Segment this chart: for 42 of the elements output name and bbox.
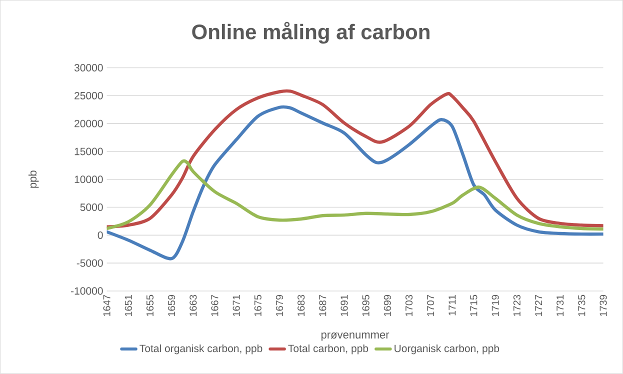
x-tick-label: 1667 <box>211 295 218 316</box>
x-tick-label: 1711 <box>448 295 456 316</box>
x-tick-label: 1671 <box>232 295 240 316</box>
legend-label: Total organisk carbon, ppb <box>140 344 262 354</box>
y-tick-label: 15000 <box>74 148 103 156</box>
y-tick-label: 0 <box>98 232 103 240</box>
x-tick-label: 1695 <box>362 295 370 316</box>
x-tick-label: 1651 <box>124 295 132 316</box>
x-tick-label: 1699 <box>384 295 391 316</box>
x-tick-label: 1703 <box>405 295 413 316</box>
x-tick-label: 1655 <box>146 295 154 316</box>
y-tick-label: -5000 <box>76 259 103 267</box>
y-tick-label: -10000 <box>71 287 103 295</box>
x-tick-label: 1647 <box>103 295 110 316</box>
y-tick-label: 5000 <box>80 204 103 212</box>
x-axis-title: prøvenummer <box>321 332 390 341</box>
line-series <box>106 106 604 260</box>
x-tick-label: 1687 <box>319 295 326 316</box>
y-tick-label: 25000 <box>74 92 103 100</box>
y-tick-label: 10000 <box>74 176 103 184</box>
x-tick-label: 1675 <box>254 295 262 316</box>
x-tick-label: 1731 <box>556 295 564 316</box>
legend-label: Total carbon, ppb <box>288 344 368 354</box>
x-tick-label: 1663 <box>190 295 197 316</box>
legend-label: Uorganisk carbon, ppb <box>394 344 500 354</box>
x-tick-label: 1735 <box>578 295 586 316</box>
x-tick-label: 1723 <box>513 295 520 316</box>
y-tick-label: 20000 <box>74 120 103 128</box>
line-series <box>106 90 604 229</box>
x-tick-label: 1719 <box>492 295 499 316</box>
x-tick-label: 1715 <box>470 295 478 316</box>
x-tick-label: 1683 <box>298 295 305 316</box>
y-axis-title: ppb <box>28 170 39 188</box>
x-tick-label: 1679 <box>276 295 284 316</box>
line-series <box>106 160 604 231</box>
x-tick-label: 1691 <box>340 295 348 316</box>
x-tick-label: 1727 <box>535 295 542 316</box>
y-tick-label: 30000 <box>74 64 103 72</box>
chart-title: Online måling af carbon <box>192 22 430 44</box>
x-tick-label: 1739 <box>600 295 607 316</box>
x-tick-label: 1659 <box>168 295 176 316</box>
x-tick-label: 1707 <box>427 295 434 316</box>
